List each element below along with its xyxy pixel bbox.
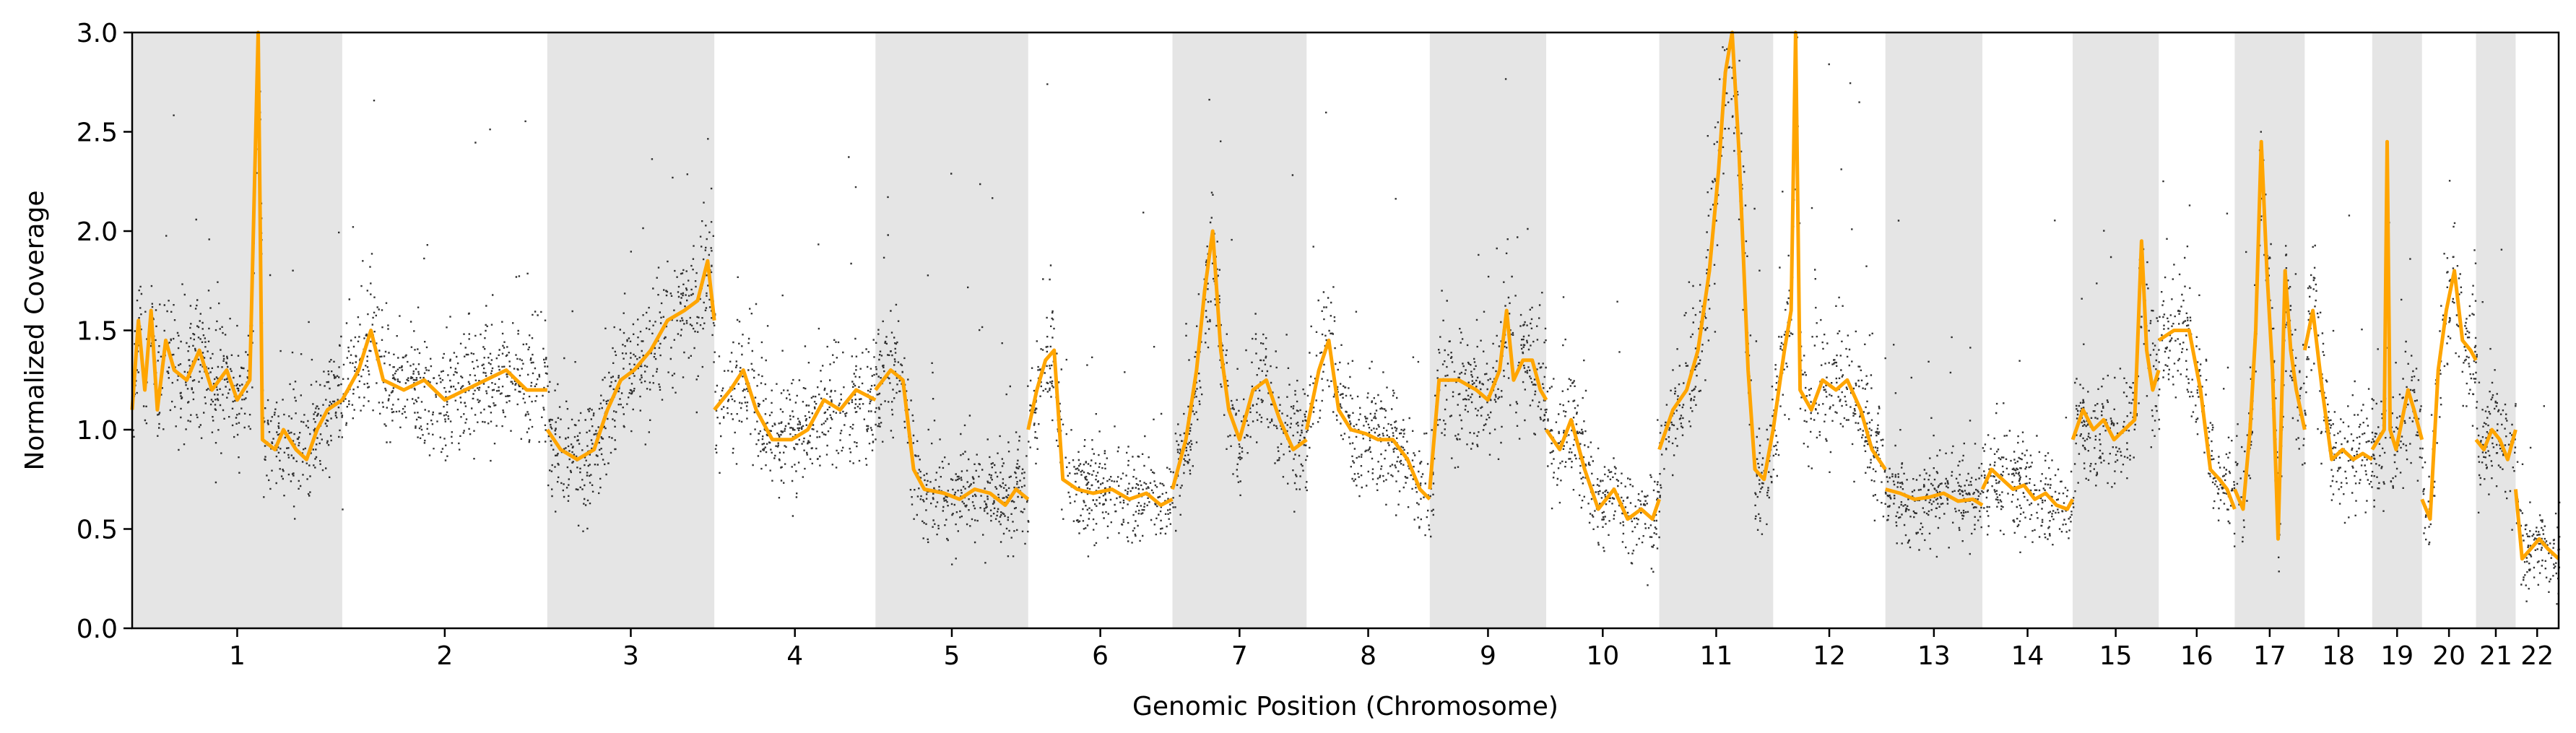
segment-line-chr12 (1771, 30, 1887, 471)
y-tick-label: 0.0 (77, 615, 118, 644)
x-tick-label-16: 16 (2180, 641, 2213, 671)
x-tick-label-12: 12 (1813, 641, 1846, 671)
chromosome-band-11 (1659, 32, 1774, 628)
y-tick-label: 2.5 (77, 118, 118, 148)
points-chr16 (2159, 180, 2236, 547)
x-tick-label-18: 18 (2322, 641, 2355, 671)
x-tick-label-2: 2 (436, 641, 453, 671)
segment-line-chr7 (1171, 229, 1308, 490)
y-tick-label: 2.0 (77, 217, 118, 247)
plot-frame (131, 31, 2560, 630)
points-chr2 (342, 100, 549, 462)
chromosome-band-13 (1885, 32, 1983, 628)
y-tick-label: 3.0 (77, 19, 118, 48)
x-tick-label-10: 10 (1586, 641, 1619, 671)
x-tick-label-9: 9 (1480, 641, 1496, 671)
x-tick-label-22: 22 (2520, 641, 2554, 671)
x-tick-label-19: 19 (2380, 641, 2414, 671)
y-axis-label: Normalized Coverage (20, 190, 50, 470)
segment-line-chr1 (130, 30, 344, 461)
segment-line-chr16 (2157, 329, 2237, 510)
segment-line-chr15 (2070, 239, 2161, 442)
segment-line-chr10 (1545, 417, 1661, 521)
points-chr14 (1983, 220, 2075, 553)
chromosome-band-9 (1429, 32, 1547, 628)
chromosome-band-5 (875, 32, 1028, 628)
segment-line-chr5 (874, 368, 1030, 507)
segment-line-chr8 (1304, 338, 1431, 501)
segment-line-chr19 (2370, 139, 2424, 451)
x-tick-label-8: 8 (1360, 641, 1376, 671)
chromosome-band-3 (547, 32, 715, 628)
x-tick-label-1: 1 (229, 641, 246, 671)
segment-line-chr20 (2420, 269, 2478, 521)
x-tick-label-5: 5 (944, 641, 960, 671)
chromosome-bands (132, 32, 2516, 628)
x-tick-label-6: 6 (1092, 641, 1109, 671)
x-tick-label-13: 13 (1917, 641, 1951, 671)
segment-line-chr13 (1885, 487, 1984, 507)
x-tick-label-14: 14 (2011, 641, 2044, 671)
x-axis: 1 2 3 4 5 6 7 8 9 10 11 12 13 14 15 16 17 18 19 20 21 22 (229, 628, 2554, 671)
x-tick-label-17: 17 (2253, 641, 2286, 671)
x-tick-label-21: 21 (2479, 641, 2512, 671)
y-axis: 0.0 0.5 1.0 1.5 2.0 2.5 3.0 (77, 19, 132, 644)
segment-line-chr9 (1428, 308, 1548, 490)
chromosome-band-1 (132, 32, 342, 628)
chromosome-band-7 (1172, 32, 1307, 628)
y-tick-label: 1.5 (77, 317, 118, 347)
segment-line-chr17 (2233, 139, 2307, 541)
segment-line-chr3 (545, 259, 716, 461)
x-tick-label-15: 15 (2099, 641, 2133, 671)
segment-line-chr14 (1980, 467, 2075, 511)
points-chr22 (2515, 405, 2561, 605)
points-chr4 (714, 156, 877, 517)
segment-line-chr6 (1026, 348, 1174, 507)
points-chr18 (2304, 214, 2374, 524)
segment-lines (130, 30, 2560, 561)
x-axis-label: Genomic Position (Chromosome) (1132, 692, 1558, 721)
y-tick-label: 0.5 (77, 516, 118, 545)
segment-line-chr4 (713, 368, 877, 442)
segment-line-chr21 (2474, 428, 2518, 461)
x-tick-label-20: 20 (2432, 641, 2466, 671)
x-tick-label-3: 3 (623, 641, 639, 671)
segment-line-chr11 (1657, 30, 1775, 482)
segment-line-chr2 (340, 329, 547, 402)
y-tick-label: 1.0 (77, 416, 118, 446)
coverage-points (132, 35, 2561, 605)
x-tick-label-7: 7 (1231, 641, 1248, 671)
chromosome-band-21 (2476, 32, 2516, 628)
segment-line-chr18 (2302, 308, 2374, 461)
points-chr6 (1029, 83, 1174, 558)
chromosome-band-19 (2372, 32, 2422, 628)
segment-line-chr22 (2513, 489, 2560, 561)
x-tick-label-4: 4 (786, 641, 803, 671)
x-tick-label-11: 11 (1700, 641, 1733, 671)
